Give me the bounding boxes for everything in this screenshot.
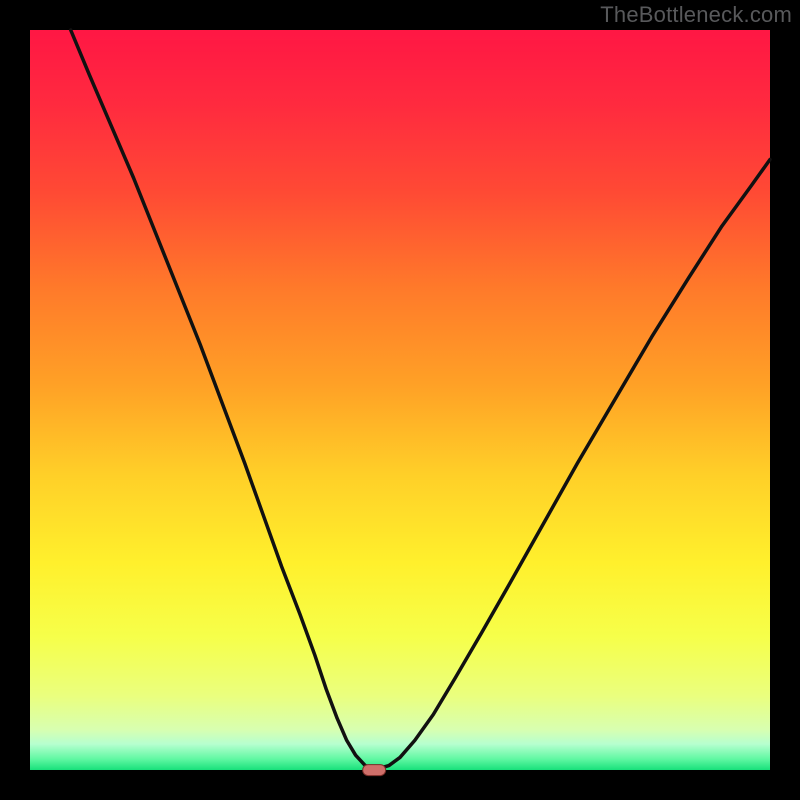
watermark-text: TheBottleneck.com: [600, 2, 792, 28]
optimum-marker: [362, 764, 386, 776]
plot-frame: [30, 30, 770, 770]
bottleneck-curve: [30, 30, 770, 770]
canvas-root: TheBottleneck.com: [0, 0, 800, 800]
